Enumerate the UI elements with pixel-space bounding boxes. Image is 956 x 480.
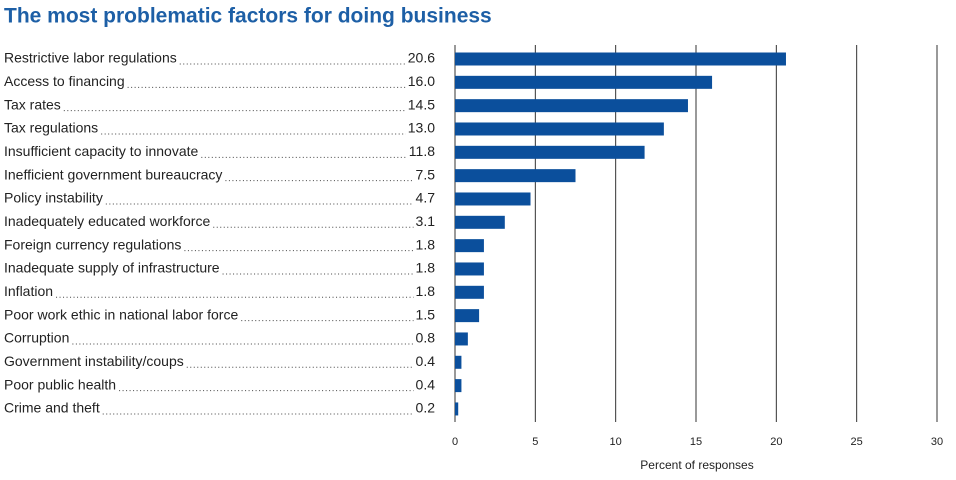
category-label: Tax rates — [4, 96, 61, 112]
bar — [455, 52, 786, 66]
category-label: Crime and theft — [4, 400, 100, 416]
value-label: 0.4 — [416, 376, 436, 392]
category-label: Corruption — [4, 330, 69, 346]
value-label: 3.1 — [416, 213, 436, 229]
bar — [455, 379, 462, 393]
category-label: Foreign currency regulations — [4, 236, 181, 252]
value-label: 16.0 — [408, 73, 435, 89]
value-label: 0.2 — [416, 400, 436, 416]
bar — [455, 332, 468, 346]
category-label: Insufficient capacity to innovate — [4, 143, 199, 159]
value-label: 1.5 — [416, 306, 436, 322]
value-label: 1.8 — [416, 283, 436, 299]
x-axis-label: Percent of responses — [640, 458, 753, 472]
bar — [455, 75, 713, 89]
category-label: Inadequately educated workforce — [4, 213, 210, 229]
bar — [455, 239, 484, 253]
bar — [455, 309, 480, 323]
bar — [455, 262, 484, 276]
bar — [455, 215, 505, 229]
bar — [455, 355, 462, 369]
category-label: Restrictive labor regulations — [4, 50, 177, 66]
value-label: 1.8 — [416, 260, 436, 276]
x-tick-label: 10 — [610, 436, 622, 448]
x-tick-label: 15 — [690, 436, 702, 448]
category-label: Government instability/coups — [4, 353, 184, 369]
bar — [455, 169, 576, 183]
value-label: 11.8 — [409, 143, 435, 159]
category-label: Access to financing — [4, 73, 125, 89]
x-tick-label: 30 — [931, 436, 943, 448]
category-label: Policy instability — [4, 190, 103, 206]
value-label: 20.6 — [408, 50, 435, 66]
value-label: 4.7 — [416, 190, 436, 206]
value-label: 0.8 — [416, 330, 436, 346]
value-label: 14.5 — [408, 96, 435, 112]
bar — [455, 402, 459, 416]
value-label: 7.5 — [416, 166, 436, 182]
bar — [455, 192, 531, 206]
chart-title: The most problematic factors for doing b… — [4, 5, 492, 28]
category-label: Inflation — [4, 283, 53, 299]
x-tick-label: 0 — [452, 436, 458, 448]
category-label: Poor public health — [4, 376, 116, 392]
category-label: Poor work ethic in national labor force — [4, 306, 238, 322]
category-label: Inefficient government bureaucracy — [4, 166, 222, 182]
bar — [455, 99, 688, 113]
x-tick-label: 25 — [851, 436, 863, 448]
bar — [455, 122, 664, 136]
x-tick-label: 20 — [770, 436, 782, 448]
value-label: 13.0 — [408, 120, 435, 136]
bar — [455, 285, 484, 299]
x-tick-label: 5 — [532, 436, 538, 448]
category-label: Tax regulations — [4, 120, 98, 136]
value-label: 1.8 — [416, 236, 436, 252]
value-label: 0.4 — [416, 353, 436, 369]
category-label: Inadequate supply of infrastructure — [4, 260, 220, 276]
bar — [455, 145, 645, 159]
